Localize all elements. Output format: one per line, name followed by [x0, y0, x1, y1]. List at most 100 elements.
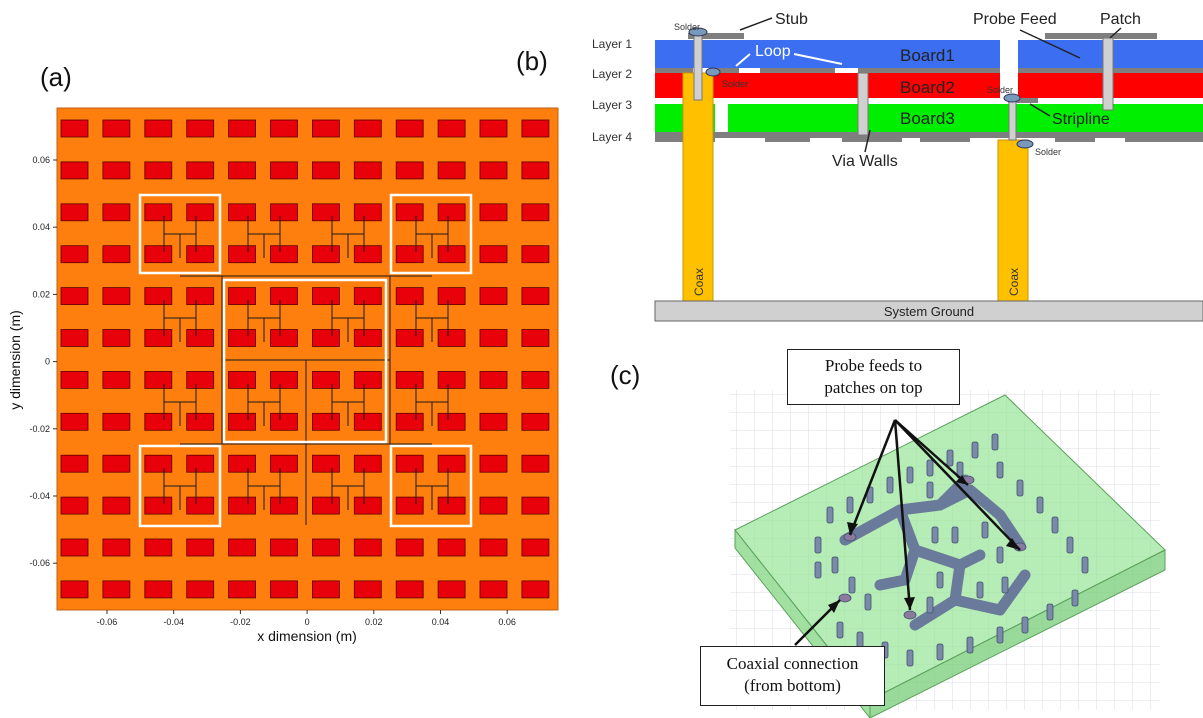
patch-element — [144, 203, 173, 222]
patch-element — [102, 538, 131, 557]
patch-element — [353, 119, 382, 138]
coax-pin — [1008, 97, 1017, 141]
patch-element — [521, 454, 550, 473]
patch-element — [270, 203, 298, 222]
patch-element — [270, 329, 298, 347]
patch-element — [311, 580, 340, 599]
via-pin — [886, 476, 894, 494]
subarray-outline-top-left — [138, 193, 222, 275]
patch-element — [521, 580, 550, 599]
x-tick-label: -0.04 — [163, 617, 184, 627]
via-pin — [814, 561, 822, 579]
via-pin — [976, 581, 984, 599]
patch-element — [228, 496, 257, 515]
patch-element — [311, 454, 340, 473]
patch-element — [395, 329, 424, 347]
patch-element — [395, 203, 424, 222]
x-tick-label: -0.02 — [230, 617, 251, 627]
x-tick-label: -0.06 — [97, 617, 118, 627]
patch-element — [102, 245, 131, 264]
patch-element — [144, 580, 173, 599]
patch-element — [353, 287, 382, 306]
feed-network — [163, 216, 449, 525]
patch-element — [186, 370, 215, 389]
patch-element — [353, 161, 382, 180]
patch-element — [144, 412, 173, 431]
system-ground — [654, 300, 1203, 322]
patch-element — [186, 580, 215, 599]
via-pin — [981, 521, 989, 539]
patch-element — [521, 161, 550, 180]
loop-label: Loop — [755, 43, 791, 60]
substrate — [56, 107, 559, 611]
patch-element — [479, 412, 508, 431]
via-walls-label: Via Walls — [832, 153, 898, 170]
patch-element — [521, 412, 550, 431]
patch-element — [311, 203, 340, 222]
layer-4-label: Layer 4 — [592, 130, 632, 144]
patch-element — [311, 245, 340, 264]
patch-element — [395, 496, 424, 515]
panel-a-label: (a) — [40, 62, 72, 92]
patch-label: Patch — [1100, 11, 1141, 28]
patch-element — [144, 454, 173, 473]
y-tick-label: -0.06 — [29, 558, 50, 568]
patch-element — [228, 412, 257, 431]
patch-element — [102, 412, 131, 431]
patch-element — [437, 496, 466, 515]
via-pin — [996, 546, 1004, 564]
patch-element — [144, 119, 173, 138]
via-pin — [1036, 496, 1044, 514]
board1 — [655, 40, 1000, 68]
panel-b-stackup: Layer 1 Layer 2 Layer 3 Layer 4 Coax Coa… — [592, 11, 1203, 322]
patch-element — [479, 454, 508, 473]
patch-element — [353, 245, 382, 264]
callout-coaxial-connection: Coaxial connection (from bottom) — [700, 646, 885, 706]
via-pin — [926, 459, 934, 477]
patch-element — [60, 203, 89, 222]
patch-element — [102, 203, 131, 222]
patch-element — [228, 329, 257, 347]
y-tick-label: 0 — [45, 357, 50, 367]
via-pin — [971, 441, 979, 459]
patch-element — [270, 370, 298, 389]
patch-element — [144, 538, 173, 557]
patch-element — [270, 245, 298, 264]
via-pin — [996, 626, 1004, 644]
patch-element — [228, 287, 257, 306]
via-pin — [826, 506, 834, 524]
patch-element — [395, 454, 424, 473]
subarray-outline-bottom-right — [389, 444, 473, 528]
patch-element — [437, 412, 466, 431]
patch-element — [60, 496, 89, 515]
patch-element — [353, 496, 382, 515]
patch-element — [479, 245, 508, 264]
x-tick-label: 0 — [305, 617, 310, 627]
patch-element — [521, 538, 550, 557]
patch-element — [102, 161, 131, 180]
panel-a-plot: -0.06 -0.04 -0.02 0 0.02 0.04 0.06 0.060.040.0… — [7, 107, 559, 644]
probe-feed-pad — [838, 593, 852, 603]
panel-c-3d-view — [730, 390, 1166, 718]
via-pin — [846, 496, 854, 514]
patch-element — [395, 538, 424, 557]
via-pin — [1081, 556, 1089, 574]
patch-element — [311, 412, 340, 431]
patch-element — [521, 245, 550, 264]
via-pins — [814, 433, 1089, 667]
x-tick-label: 0.06 — [498, 617, 516, 627]
panel-c-label: (c) — [610, 360, 641, 390]
patch-element — [270, 119, 298, 138]
via-pin — [831, 556, 839, 574]
patch-element — [60, 287, 89, 306]
coax-right-label: Coax — [1007, 268, 1021, 296]
patch-element — [437, 454, 466, 473]
probe-feed-via — [1102, 37, 1114, 111]
patch-element — [60, 538, 89, 557]
via-pin — [1001, 576, 1009, 594]
via-pin — [864, 593, 872, 611]
patch-element — [144, 496, 173, 515]
patch-element — [437, 580, 466, 599]
coax-left-label: Coax — [692, 268, 706, 296]
patch-element — [437, 203, 466, 222]
